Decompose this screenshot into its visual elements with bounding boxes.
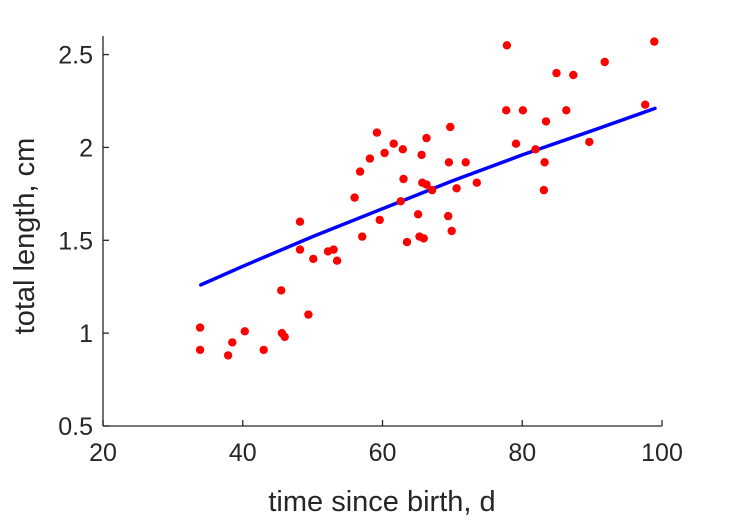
y-tick-label: 2: [79, 134, 93, 162]
x-tick-label: 80: [508, 439, 536, 467]
data-point: [375, 215, 384, 225]
data-point: [329, 245, 338, 254]
y-tick-label: 2.5: [58, 42, 93, 70]
data-point: [304, 310, 313, 319]
x-tick-label: 40: [229, 439, 257, 467]
x-axis-label: time since birth, d: [268, 486, 495, 518]
data-point: [531, 145, 540, 154]
data-point: [195, 323, 205, 332]
data-point: [332, 256, 342, 265]
data-point: [641, 100, 650, 109]
data-point: [228, 338, 237, 347]
data-point: [223, 351, 233, 360]
data-point: [417, 150, 426, 160]
axes: [102, 36, 662, 427]
data-point: [358, 232, 367, 241]
data-point: [350, 193, 359, 202]
x-ticks: 20 40 60 80 100: [89, 420, 683, 467]
x-tick-label: 60: [369, 439, 397, 467]
y-axis-label: total length, cm: [9, 138, 41, 335]
data-point: [541, 117, 551, 126]
data-point: [539, 185, 549, 195]
data-point: [540, 158, 549, 167]
data-point: [427, 185, 437, 195]
data-point: [511, 139, 521, 148]
data-point: [552, 68, 561, 78]
data-point: [277, 286, 286, 295]
data-point: [309, 254, 318, 264]
y-tick-label: 1: [79, 320, 93, 348]
data-point: [600, 57, 609, 67]
data-point: [380, 148, 389, 158]
fitted-growth-curve: [199, 106, 657, 287]
data-point: [502, 41, 512, 50]
data-point: [389, 139, 398, 148]
data-point: [295, 245, 305, 254]
data-point: [452, 184, 461, 193]
data-point: [413, 210, 423, 219]
data-point: [419, 234, 428, 243]
data-point: [365, 154, 375, 163]
data-point: [444, 158, 454, 167]
data-point: [372, 128, 382, 137]
data-point: [518, 106, 528, 115]
data-point: [398, 145, 407, 154]
data-point: [399, 174, 408, 184]
data-point: [240, 327, 249, 336]
data-point: [195, 345, 205, 355]
data-point: [259, 345, 268, 355]
data-point: [562, 106, 571, 115]
data-point: [447, 226, 456, 236]
data-point: [444, 211, 453, 221]
data-point: [355, 167, 365, 176]
data-point: [396, 197, 405, 206]
data-point: [422, 133, 431, 143]
data-point: [502, 106, 511, 115]
y-ticks: 0.5 1 1.5 2 2.5: [58, 42, 109, 441]
data-points: [195, 37, 659, 360]
data-point: [422, 180, 431, 189]
x-tick-label: 100: [641, 439, 683, 467]
data-point: [472, 178, 481, 187]
data-point: [446, 122, 455, 132]
data-point: [569, 70, 578, 80]
x-tick-label: 20: [89, 439, 117, 467]
y-tick-label: 1.5: [58, 227, 93, 255]
y-tick-label: 0.5: [58, 413, 93, 441]
data-point: [585, 137, 594, 147]
data-point: [461, 158, 470, 167]
data-point: [280, 332, 289, 342]
data-point: [402, 237, 412, 247]
data-point: [650, 37, 659, 46]
data-point: [295, 217, 305, 226]
